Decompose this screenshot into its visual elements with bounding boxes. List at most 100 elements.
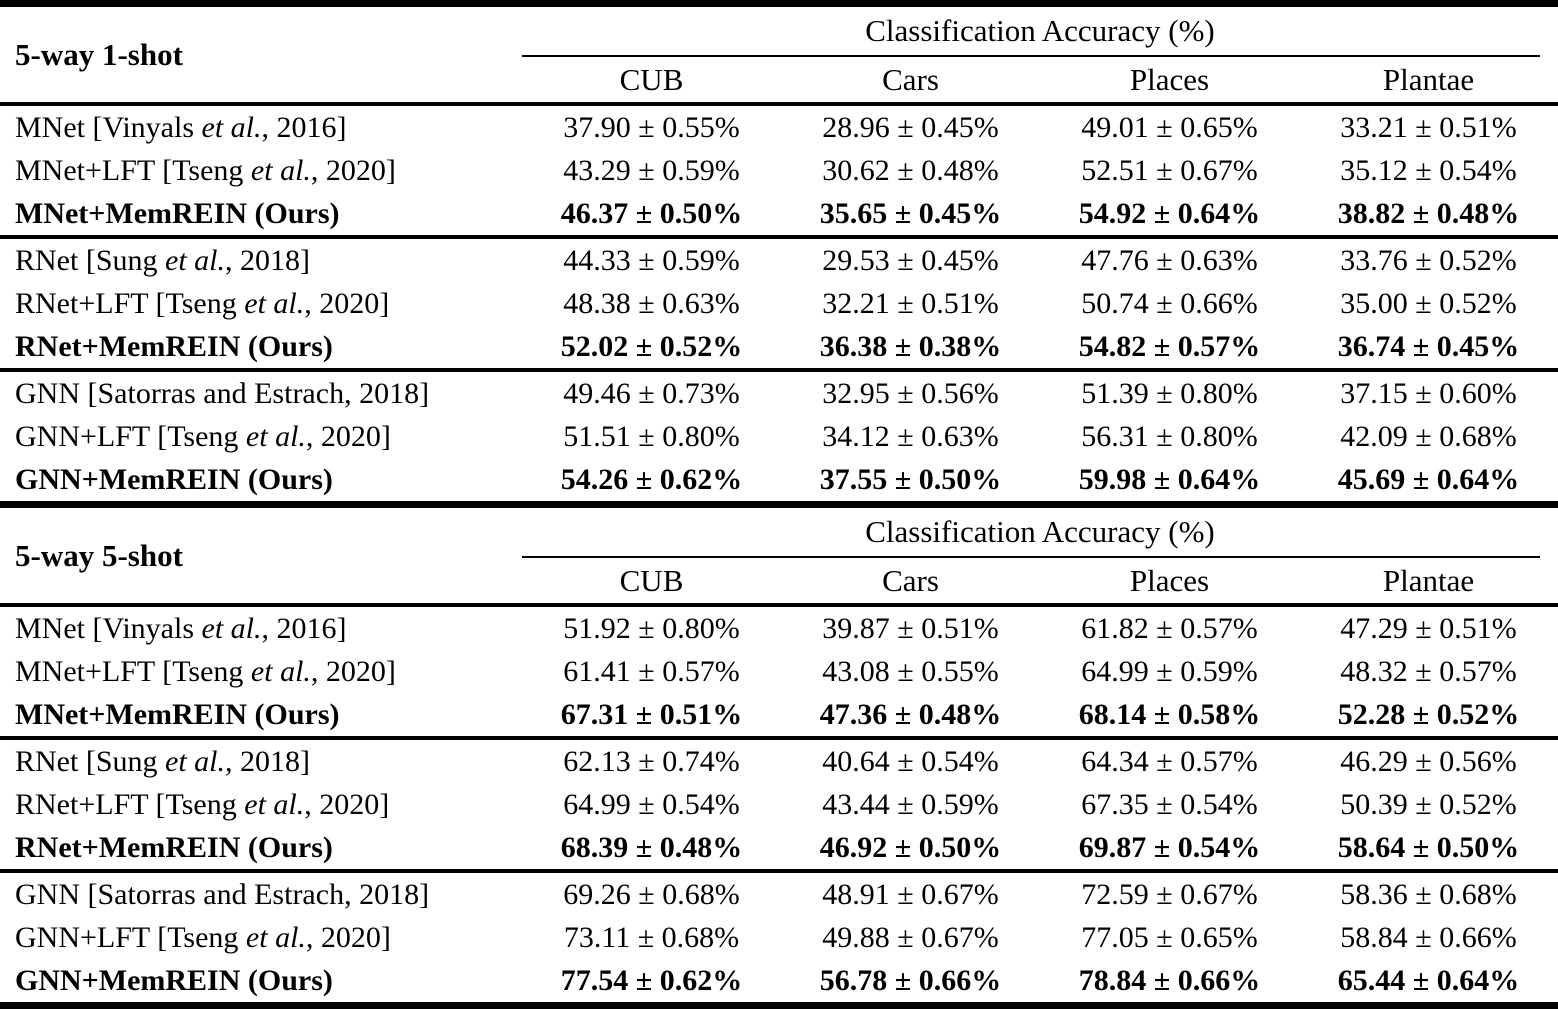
accuracy-value-cars: 48.91 ± 0.67% <box>822 877 999 911</box>
accuracy-value-plantae: 58.84 ± 0.66% <box>1340 920 1517 954</box>
accuracy-value-cars: 29.53 ± 0.45% <box>822 243 999 277</box>
accuracy-value-plantae: 42.09 ± 0.68% <box>1340 419 1517 453</box>
method-label: MNet [Vinyals et al., 2016] <box>0 111 522 145</box>
accuracy-value-cars: 35.65 ± 0.45% <box>819 196 1002 230</box>
accuracy-value-places: 78.84 ± 0.66% <box>1078 963 1261 997</box>
table-row: MNet [Vinyals et al., 2016] 51.92 ± 0.80… <box>0 607 1558 650</box>
table-row: RNet+LFT [Tseng et al., 2020] 48.38 ± 0.… <box>0 282 1558 325</box>
accuracy-value-plantae: 45.69 ± 0.64% <box>1337 462 1520 496</box>
label-etal: et al. <box>250 654 311 688</box>
method-label: RNet+LFT [Tseng et al., 2020] <box>0 788 522 822</box>
accuracy-header-area: Classification Accuracy (%) CUB Cars Pla… <box>522 7 1558 102</box>
label-text: GNN+LFT [Tseng <box>15 920 246 954</box>
accuracy-value-plantae: 35.00 ± 0.52% <box>1340 286 1517 320</box>
accuracy-value-cars: 43.08 ± 0.55% <box>822 654 999 688</box>
table-row: RNet+LFT [Tseng et al., 2020] 64.99 ± 0.… <box>0 783 1558 826</box>
section-header: 5-way 5-shot Classification Accuracy (%)… <box>0 508 1558 603</box>
method-group: MNet [Vinyals et al., 2016] 37.90 ± 0.55… <box>0 106 1558 235</box>
group-divider-rule <box>0 368 1558 372</box>
table-row: MNet [Vinyals et al., 2016] 37.90 ± 0.55… <box>0 106 1558 149</box>
label-text: RNet+LFT [Tseng <box>15 787 245 821</box>
label-text: RNet+MemREIN (Ours) <box>15 830 333 864</box>
accuracy-value-places: 49.01 ± 0.65% <box>1081 110 1258 144</box>
method-label: RNet+MemREIN (Ours) <box>0 330 522 364</box>
accuracy-value-cub: 49.46 ± 0.73% <box>563 376 740 410</box>
accuracy-value-cub: 51.51 ± 0.80% <box>563 419 740 453</box>
column-header-cars: Cars <box>882 562 939 598</box>
table-row: MNet+MemREIN (Ours) 67.31 ± 0.51% 47.36 … <box>0 693 1558 736</box>
group-divider-rule <box>0 736 1558 740</box>
method-label: GNN [Satorras and Estrach, 2018] <box>0 878 522 912</box>
section-5way-1shot: 5-way 1-shot Classification Accuracy (%)… <box>0 7 1558 501</box>
method-group: RNet [Sung et al., 2018] 44.33 ± 0.59% 2… <box>0 239 1558 368</box>
accuracy-value-cub: 48.38 ± 0.63% <box>563 286 740 320</box>
method-label: GNN+LFT [Tseng et al., 2020] <box>0 921 522 955</box>
label-etal: et al. <box>244 787 305 821</box>
accuracy-value-plantae: 58.64 ± 0.50% <box>1337 830 1520 864</box>
label-etal: et al. <box>245 419 306 453</box>
table-row: GNN [Satorras and Estrach, 2018] 69.26 ±… <box>0 873 1558 916</box>
method-label: MNet+LFT [Tseng et al., 2020] <box>0 154 522 188</box>
accuracy-value-places: 51.39 ± 0.80% <box>1081 376 1258 410</box>
accuracy-header-area: Classification Accuracy (%) CUB Cars Pla… <box>522 508 1558 603</box>
accuracy-value-cars: 43.44 ± 0.59% <box>822 787 999 821</box>
accuracy-value-cars: 39.87 ± 0.51% <box>822 611 999 645</box>
accuracy-value-plantae: 33.21 ± 0.51% <box>1340 110 1517 144</box>
method-label: MNet [Vinyals et al., 2016] <box>0 612 522 646</box>
method-group: MNet [Vinyals et al., 2016] 51.92 ± 0.80… <box>0 607 1558 736</box>
accuracy-underline <box>522 55 1540 57</box>
label-text: RNet+MemREIN (Ours) <box>15 329 333 363</box>
method-label: MNet+LFT [Tseng et al., 2020] <box>0 655 522 689</box>
accuracy-value-places: 52.51 ± 0.67% <box>1081 153 1258 187</box>
label-text: RNet [Sung <box>15 744 165 778</box>
label-etal: et al. <box>165 243 225 277</box>
accuracy-value-cars: 36.38 ± 0.38% <box>819 329 1002 363</box>
table-row: MNet+LFT [Tseng et al., 2020] 61.41 ± 0.… <box>0 650 1558 693</box>
accuracy-value-cub: 77.54 ± 0.62% <box>560 963 743 997</box>
column-header-places: Places <box>1129 562 1210 598</box>
accuracy-value-places: 50.74 ± 0.66% <box>1081 286 1258 320</box>
label-text: GNN [Satorras and Estrach, 2018] <box>15 877 430 911</box>
table-row: RNet [Sung et al., 2018] 62.13 ± 0.74% 4… <box>0 740 1558 783</box>
accuracy-value-places: 47.76 ± 0.63% <box>1081 243 1258 277</box>
label-suffix: , 2018] <box>225 243 310 277</box>
column-headers: CUB Cars Places Plantae <box>522 558 1558 603</box>
accuracy-value-plantae: 36.74 ± 0.45% <box>1337 329 1520 363</box>
accuracy-value-places: 61.82 ± 0.57% <box>1081 611 1258 645</box>
accuracy-value-plantae: 37.15 ± 0.60% <box>1340 376 1517 410</box>
accuracy-value-cars: 28.96 ± 0.45% <box>822 110 999 144</box>
accuracy-value-cub: 61.41 ± 0.57% <box>563 654 740 688</box>
accuracy-value-cub: 43.29 ± 0.59% <box>563 153 740 187</box>
table-row: GNN+LFT [Tseng et al., 2020] 73.11 ± 0.6… <box>0 916 1558 959</box>
label-etal: et al. <box>201 110 262 144</box>
label-suffix: , 2020] <box>304 286 390 320</box>
accuracy-value-places: 68.14 ± 0.58% <box>1078 697 1261 731</box>
header-rule <box>0 102 1558 106</box>
accuracy-value-cub: 67.31 ± 0.51% <box>560 697 743 731</box>
label-text: RNet [Sung <box>15 243 165 277</box>
accuracy-value-places: 72.59 ± 0.67% <box>1081 877 1258 911</box>
method-label: GNN+LFT [Tseng et al., 2020] <box>0 420 522 454</box>
method-label: GNN [Satorras and Estrach, 2018] <box>0 377 522 411</box>
method-group: RNet [Sung et al., 2018] 62.13 ± 0.74% 4… <box>0 740 1558 869</box>
accuracy-value-places: 56.31 ± 0.80% <box>1081 419 1258 453</box>
table-row: MNet+MemREIN (Ours) 46.37 ± 0.50% 35.65 … <box>0 192 1558 235</box>
label-etal: et al. <box>201 611 262 645</box>
accuracy-value-cars: 34.12 ± 0.63% <box>822 419 999 453</box>
accuracy-value-cub: 73.11 ± 0.68% <box>563 920 740 954</box>
table-row: RNet+MemREIN (Ours) 52.02 ± 0.52% 36.38 … <box>0 325 1558 368</box>
label-text: GNN [Satorras and Estrach, 2018] <box>15 376 430 410</box>
section-header: 5-way 1-shot Classification Accuracy (%)… <box>0 7 1558 102</box>
accuracy-value-plantae: 33.76 ± 0.52% <box>1340 243 1517 277</box>
label-suffix: , 2018] <box>225 744 310 778</box>
label-suffix: , 2020] <box>310 153 396 187</box>
accuracy-value-cub: 54.26 ± 0.62% <box>560 462 743 496</box>
label-text: GNN+MemREIN (Ours) <box>15 963 333 997</box>
accuracy-value-plantae: 38.82 ± 0.48% <box>1337 196 1520 230</box>
accuracy-value-places: 77.05 ± 0.65% <box>1081 920 1258 954</box>
accuracy-value-plantae: 47.29 ± 0.51% <box>1340 611 1517 645</box>
method-label: MNet+MemREIN (Ours) <box>0 698 522 732</box>
label-text: MNet+LFT [Tseng <box>15 153 251 187</box>
accuracy-value-cars: 46.92 ± 0.50% <box>819 830 1002 864</box>
